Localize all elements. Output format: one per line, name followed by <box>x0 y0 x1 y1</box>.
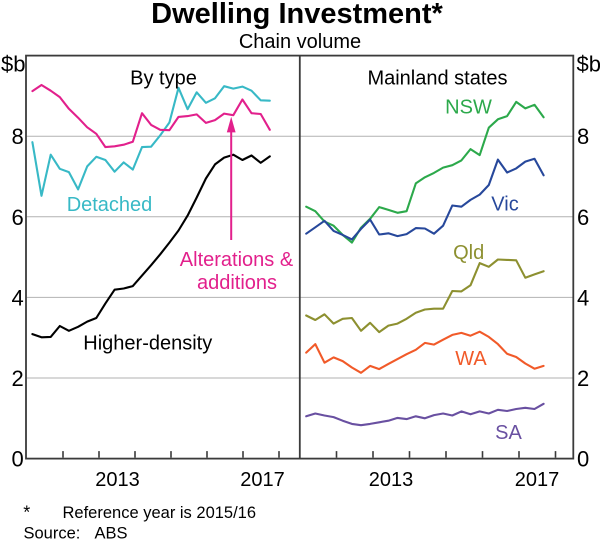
svg-text:By type: By type <box>130 68 197 90</box>
svg-text:Higher-density: Higher-density <box>83 333 212 355</box>
svg-text:ABS: ABS <box>95 525 128 542</box>
svg-text:Dwelling Investment*: Dwelling Investment* <box>151 0 443 30</box>
svg-text:2: 2 <box>12 366 24 391</box>
svg-text:0: 0 <box>577 447 589 472</box>
svg-text:$b: $b <box>577 52 600 77</box>
svg-text:Reference year is 2015/16: Reference year is 2015/16 <box>63 504 257 522</box>
svg-text:4: 4 <box>12 285 24 310</box>
svg-text:2: 2 <box>577 366 589 391</box>
svg-text:Mainland states: Mainland states <box>367 68 507 90</box>
svg-text:Detached: Detached <box>67 194 153 216</box>
svg-text:8: 8 <box>12 124 24 149</box>
svg-text:6: 6 <box>577 205 589 230</box>
svg-text:$b: $b <box>1 52 25 77</box>
svg-text:Chain volume: Chain volume <box>239 31 361 53</box>
svg-text:2013: 2013 <box>369 469 414 491</box>
svg-text:2017: 2017 <box>515 469 560 491</box>
svg-text:Qld: Qld <box>453 242 484 264</box>
svg-text:SA: SA <box>495 422 522 444</box>
svg-text:WA: WA <box>455 348 487 370</box>
svg-text:NSW: NSW <box>445 97 492 119</box>
svg-text:Source:: Source: <box>24 525 81 542</box>
svg-text:0: 0 <box>12 447 24 472</box>
svg-text:2017: 2017 <box>240 469 285 491</box>
svg-text:Vic: Vic <box>491 194 518 216</box>
svg-text:4: 4 <box>577 285 589 310</box>
svg-text:additions: additions <box>197 272 277 294</box>
svg-text:Alterations &: Alterations & <box>180 249 294 271</box>
svg-text:*: * <box>23 503 30 523</box>
svg-text:2013: 2013 <box>95 469 140 491</box>
svg-text:8: 8 <box>577 124 589 149</box>
svg-text:6: 6 <box>12 205 24 230</box>
